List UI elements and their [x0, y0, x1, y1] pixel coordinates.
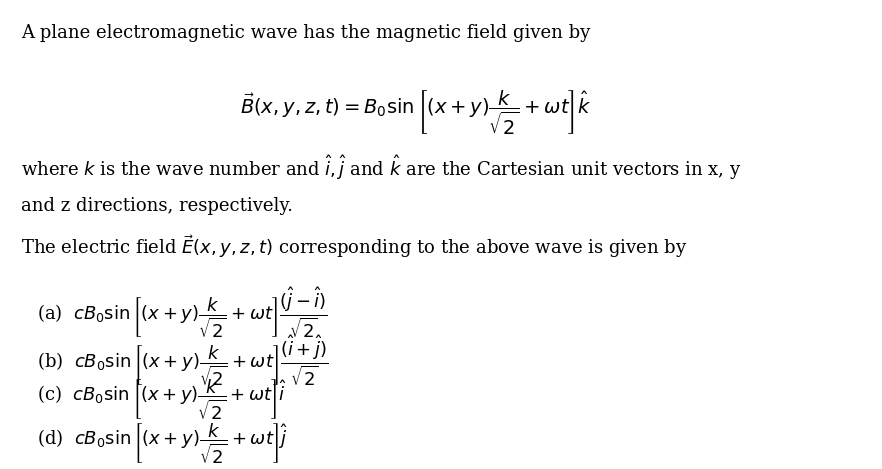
Text: A plane electromagnetic wave has the magnetic field given by: A plane electromagnetic wave has the mag… — [20, 24, 590, 42]
Text: $\vec{B}(x, y, z, t) = B_0 \sin \left[ (x + y)\dfrac{k}{\sqrt{2}} + \omega t \ri: $\vec{B}(x, y, z, t) = B_0 \sin \left[ (… — [240, 89, 591, 137]
Text: (a)  $cB_0 \sin \left[ (x + y)\dfrac{k}{\sqrt{2}} + \omega t \right] \dfrac{(\ha: (a) $cB_0 \sin \left[ (x + y)\dfrac{k}{\… — [37, 286, 328, 340]
Text: (b)  $cB_0 \sin \left[ (x + y)\dfrac{k}{\sqrt{2}} + \omega t \right] \dfrac{(\ha: (b) $cB_0 \sin \left[ (x + y)\dfrac{k}{\… — [37, 334, 329, 388]
Text: and z directions, respectively.: and z directions, respectively. — [20, 197, 293, 215]
Text: (c)  $cB_0 \sin \left[ (x + y)\dfrac{k}{\sqrt{2}} + \omega t \right] \hat{i}$: (c) $cB_0 \sin \left[ (x + y)\dfrac{k}{\… — [37, 378, 287, 422]
Text: where $k$ is the wave number and $\hat{i}, \hat{j}$ and $\hat{k}$ are the Cartes: where $k$ is the wave number and $\hat{i… — [20, 153, 741, 182]
Text: (d)  $cB_0 \sin \left[ (x + y)\dfrac{k}{\sqrt{2}} + \omega t \right] \hat{j}$: (d) $cB_0 \sin \left[ (x + y)\dfrac{k}{\… — [37, 423, 288, 467]
Text: The electric field $\vec{E}(x, y, z, t)$ corresponding to the above wave is give: The electric field $\vec{E}(x, y, z, t)$… — [20, 234, 687, 260]
